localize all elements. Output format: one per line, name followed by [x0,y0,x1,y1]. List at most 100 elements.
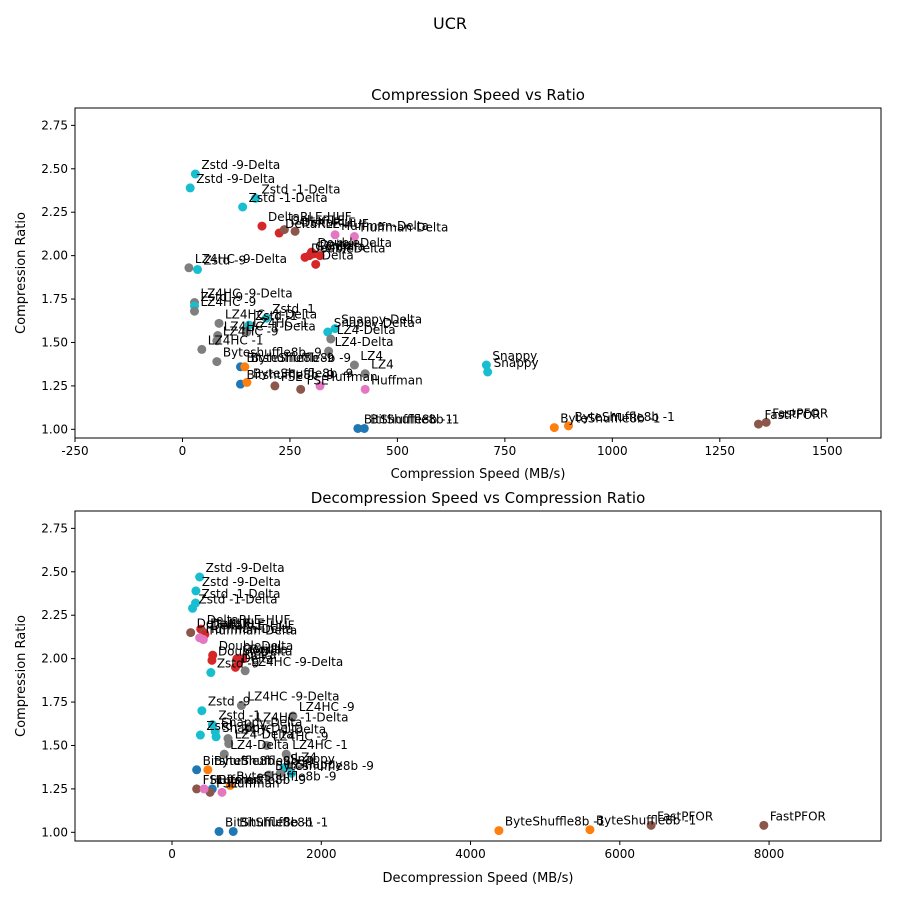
scatter-point [203,765,213,775]
point-label: LZ4HC -1-Delta [256,710,348,724]
scatter-point [360,369,370,379]
scatter-point [262,740,272,750]
scatter-point [261,313,271,323]
point-label: FastPFOR [772,406,828,420]
y-tick-label: 2.00 [41,249,68,263]
point-label: LZ4HC -9-Delta [195,252,287,266]
scatter-point [759,820,769,830]
point-label: DeltaRLE [290,214,345,228]
scatter-point [323,327,333,337]
point-label: LZ4HC -9-Delta [247,690,339,704]
point-label: ByteShuffle8b -9 [214,754,314,768]
point-label: FSE [216,776,238,790]
point-label: Huffman [228,776,280,790]
scatter-point [353,423,363,433]
scatter-point [240,666,250,676]
point-label: Huffman-Delta [360,221,448,235]
scatter-point [290,226,300,236]
y-tick-label: 1.00 [41,825,68,839]
point-label: LZ4HC -1 [208,333,264,347]
point-label: LZ4 [294,750,317,764]
x-tick-label: 1500 [812,444,843,458]
point-label: LZ4HC -1 [253,316,309,330]
point-label: FastPFOR [657,809,713,823]
scatter-point [207,720,217,730]
point-label: LZ4HC -9 [201,295,257,309]
point-label: ByteShuffle8b -9 [253,366,353,380]
point-label: DeltaRLE-HUF [268,210,352,224]
chart-title: Decompression Speed vs Compression Ratio [311,489,646,507]
point-label: LZ4HC -9 [223,325,279,339]
scatter-point [212,357,222,367]
scatter-point [244,320,254,330]
point-label: DeltaRLE-HUF [207,613,291,627]
point-label: Zstd -1 [218,709,261,723]
point-label: FSE [281,370,303,384]
scatter-point [349,360,359,370]
scatter-point [211,732,221,742]
point-label: Snappy-Delta [334,316,415,330]
point-label: BitShuffle8b -1 [225,815,314,829]
point-label: LZ4-Delta [337,323,396,337]
scatter-point [214,826,224,836]
point-label: ByteShuffle8b -1 [596,814,696,828]
scatter-point [311,259,321,269]
point-label: Zstd -9-Delta [201,158,280,172]
scatter-point [230,662,240,672]
scatter-point [242,377,252,387]
point-label: Huffman-Delta [206,622,294,636]
scatter-point [224,739,234,749]
point-label: LZ4HC -1-Delta [225,307,317,321]
point-label: Huffman [371,373,423,387]
plot-area-frame [74,107,882,439]
x-tick-label: 0 [168,847,176,861]
y-axis-label: Compression Ratio [14,615,29,737]
point-label: Huffman-Delta [209,624,297,638]
x-tick-label: -250 [61,444,88,458]
scatter-point [206,668,216,678]
scatter-point [245,721,255,731]
scatter-point [198,635,208,645]
x-tick-label: 2000 [306,847,337,861]
y-tick-label: 2.50 [41,162,68,176]
point-label: ByteShuffle8b -9 [251,351,351,365]
scatter-point [315,381,325,391]
scatter-point [188,603,198,613]
point-label: Zstd -9 [201,290,244,304]
scatter-point [257,221,267,231]
point-label: LZ4 [360,349,383,363]
point-label: DeltaRLE-HUF [211,618,295,632]
point-label: Snappy-Delta [221,716,302,730]
point-label: Snappy [297,757,342,771]
scatter-point [197,706,207,716]
data-points [186,572,769,836]
point-label: FastPFOR [764,408,820,422]
scatter-point [193,265,203,275]
point-label: DoubleDelta [311,241,386,255]
scatter-point [240,362,250,372]
point-label: BitShuffle8b -1 [239,815,328,829]
point-label: LZ4-Delta [230,738,289,752]
x-tick-label: 750 [493,444,516,458]
point-label: Snappy [494,356,539,370]
point-label: Byteshuffle8b -9 [223,346,322,360]
scatter-point [286,768,296,778]
scatter-point [281,749,291,759]
point-label: Delta [244,648,276,662]
scatter-point [217,787,227,797]
y-tick-label: 2.25 [41,608,68,622]
point-label: Zstd -1 [255,309,298,323]
scatter-point [192,784,202,794]
y-tick-label: 1.50 [41,738,68,752]
point-label: FastPFOR [770,809,826,823]
point-label: DoubleDelta [219,639,294,653]
scatter-point [330,324,340,334]
y-tick-label: 1.00 [41,422,68,436]
point-label: Byteshuffle8b -9 [275,759,374,773]
plot-area-frame [74,510,882,842]
point-label: LZ4 [286,757,309,771]
scatter-point [288,711,298,721]
